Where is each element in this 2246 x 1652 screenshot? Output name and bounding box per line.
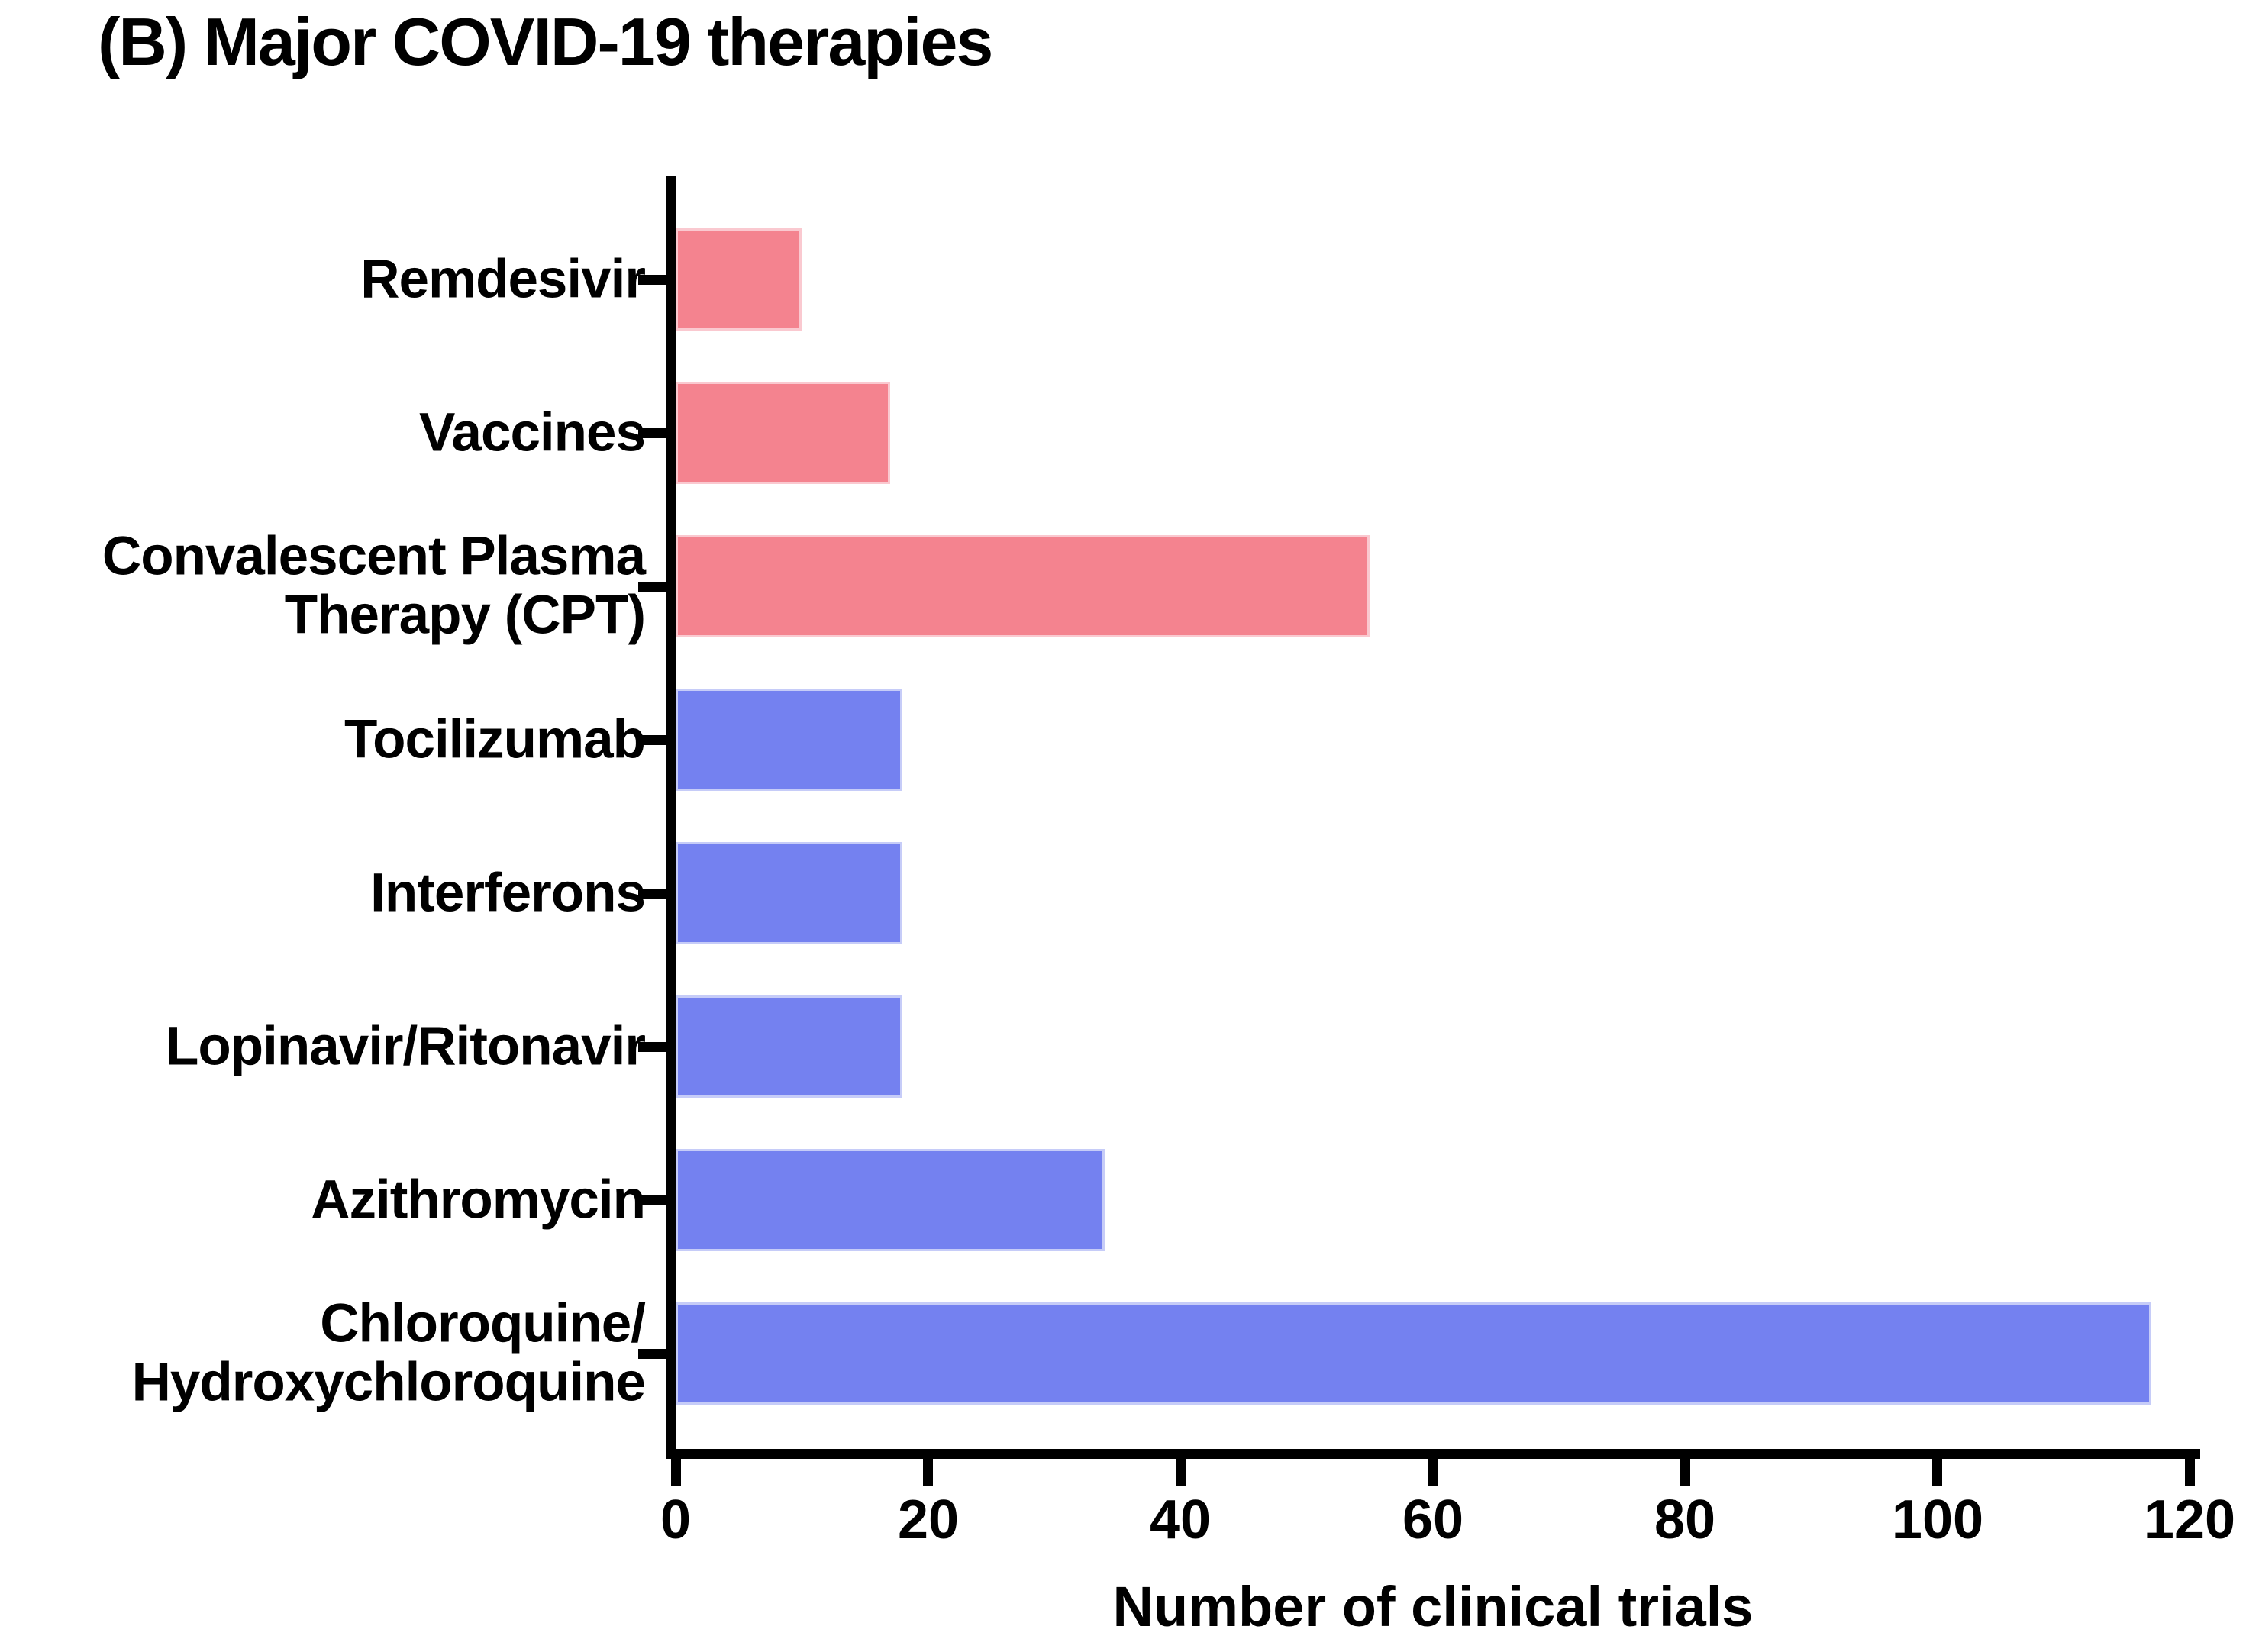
bar-remdesivir bbox=[676, 228, 802, 331]
bar-vaccines bbox=[676, 382, 890, 484]
x-axis-tick bbox=[1428, 1459, 1438, 1486]
chart-title: (B) Major COVID-19 therapies bbox=[98, 4, 993, 79]
bar-azithromycin bbox=[676, 1149, 1105, 1251]
y-axis-tick bbox=[638, 428, 666, 438]
y-axis-tick bbox=[638, 889, 666, 899]
bar-lopinavir-ritonavir bbox=[676, 995, 902, 1098]
category-label: Chloroquine/ Hydroxychloroquine bbox=[131, 1293, 646, 1413]
bar-interferons bbox=[676, 842, 902, 944]
category-label: Tocilizumab bbox=[344, 709, 646, 770]
x-axis-tick bbox=[671, 1459, 681, 1486]
category-label: Remdesivir bbox=[360, 249, 646, 310]
category-label: Azithromycin bbox=[311, 1170, 646, 1231]
y-axis-tick bbox=[638, 275, 666, 285]
x-axis-tick-label: 20 bbox=[897, 1489, 960, 1550]
category-label: Lopinavir/Ritonavir bbox=[166, 1016, 646, 1077]
bar-convalescent-plasma bbox=[676, 535, 1370, 637]
x-axis-line bbox=[666, 1449, 2200, 1459]
x-axis-tick-label: 40 bbox=[1149, 1489, 1212, 1550]
x-axis-tick bbox=[1176, 1459, 1186, 1486]
x-axis-title: Number of clinical trials bbox=[1112, 1575, 1754, 1638]
x-axis-tick bbox=[2185, 1459, 2195, 1486]
x-axis-tick-label: 60 bbox=[1402, 1489, 1464, 1550]
y-axis-tick bbox=[638, 735, 666, 745]
x-axis-tick bbox=[1680, 1459, 1690, 1486]
bar-tocilizumab bbox=[676, 689, 902, 791]
x-axis-tick-label: 0 bbox=[660, 1489, 692, 1550]
x-axis-tick-label: 80 bbox=[1654, 1489, 1716, 1550]
category-label: Convalescent Plasma Therapy (CPT) bbox=[102, 526, 646, 646]
category-label: Interferons bbox=[370, 863, 646, 924]
x-axis-tick-label: 100 bbox=[1891, 1489, 1984, 1550]
x-axis-tick bbox=[1932, 1459, 1942, 1486]
y-axis-tick bbox=[638, 1195, 666, 1205]
y-axis-line bbox=[666, 176, 676, 1459]
category-label: Vaccines bbox=[419, 402, 646, 463]
y-axis-tick bbox=[638, 1349, 666, 1359]
bar-chloroquine- bbox=[676, 1302, 2151, 1405]
y-axis-tick bbox=[638, 582, 666, 592]
x-axis-tick bbox=[923, 1459, 933, 1486]
y-axis-tick bbox=[638, 1042, 666, 1052]
x-axis-tick-label: 120 bbox=[2143, 1489, 2236, 1550]
